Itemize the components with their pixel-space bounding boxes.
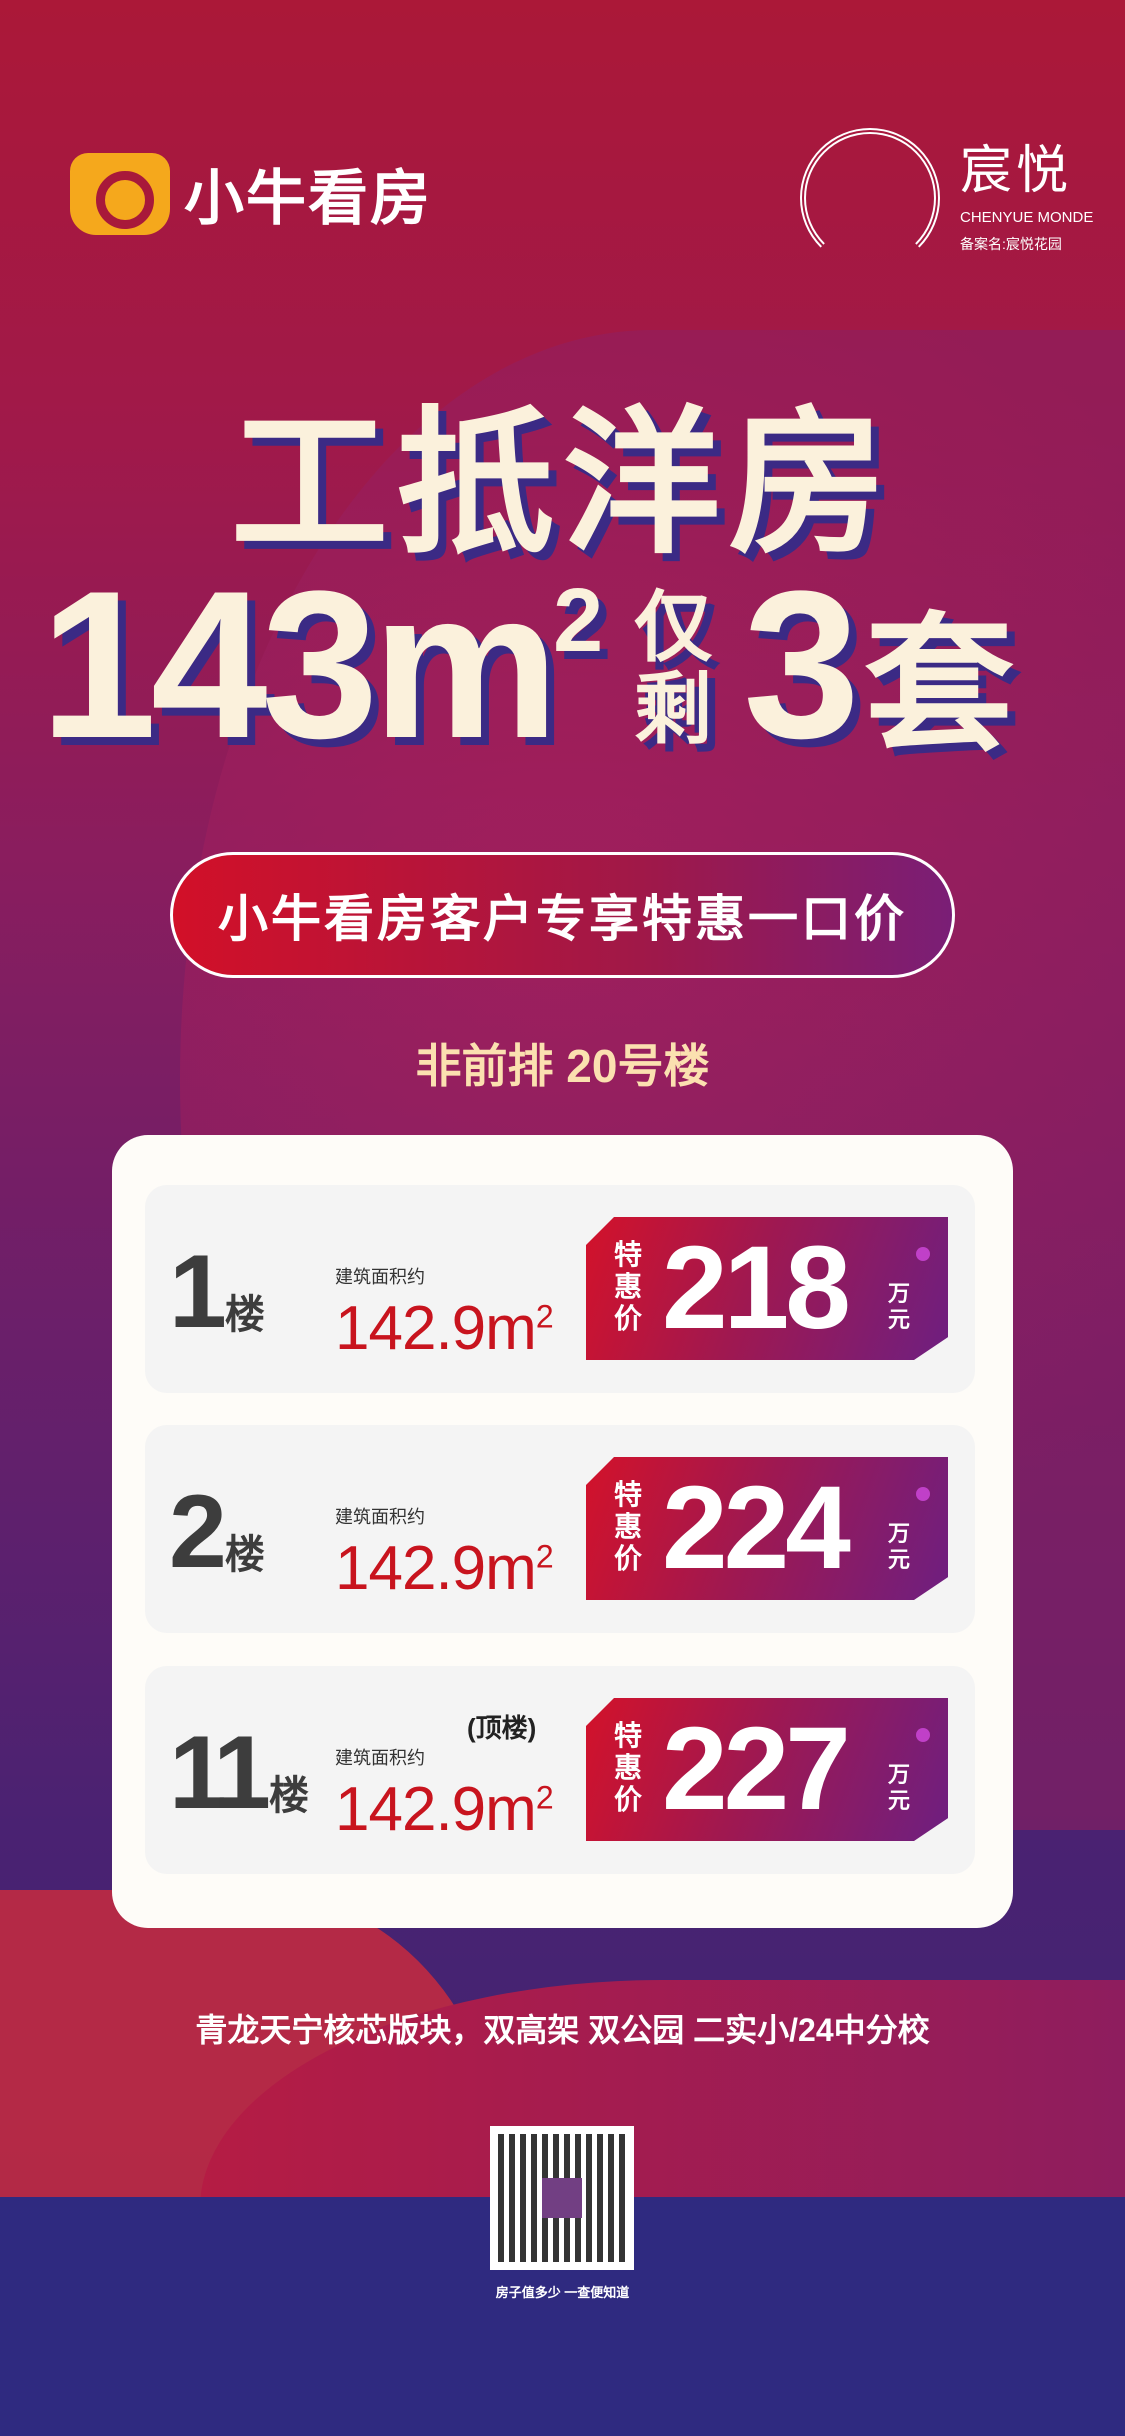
building-label: 非前排 20号楼 [415,1040,710,1092]
unit-row: 11 楼 建筑面积约 (顶楼) 142.9m2 特惠价 227 万元 [145,1666,975,1874]
registration-name: 备案名:宸悦花园 [960,236,1062,252]
area-label: 建筑面积约 [335,1748,425,1768]
xiaoniu-logo: 小牛看房 [70,150,432,237]
area-value: 142.9m2 [335,1533,554,1604]
qr-code[interactable] [490,2126,634,2270]
price-tag: 特惠价 227 万元 [586,1698,948,1841]
area-value: 142.9m2 [335,1774,554,1845]
count-unit: 套 [863,601,1014,769]
chenyue-logo: 宸悦 CHENYUE MONDE 备案名:宸悦花园 [800,128,1093,268]
area-sup: 2 [535,1538,554,1575]
area-value: 143m [40,547,559,782]
offer-pill: 小牛看房客户专享特惠一口价 [170,852,955,978]
logo-text: 小牛看房 [184,165,432,232]
area-sup: 2 [535,1298,554,1335]
floor-number: 1 [169,1234,227,1350]
price-unit: 万元 [888,1281,911,1332]
price-value: 227 [662,1703,851,1835]
area-label: 建筑面积约 [335,1507,425,1527]
price-tag: 特惠价 218 万元 [586,1217,948,1360]
price-label: 特惠价 [614,1239,643,1334]
dot-icon [916,1728,930,1742]
dot-icon [916,1487,930,1501]
area-sup: 2 [553,571,604,671]
area-sup: 2 [535,1779,554,1816]
area-value: 142.9m2 [335,1293,554,1364]
price-label: 特惠价 [614,1720,643,1815]
price-unit: 万元 [888,1521,911,1572]
headline-line2: 143m 2 仅剩 3 套 [40,560,1014,770]
floor-number: 2 [169,1474,227,1590]
price-unit: 万元 [888,1762,911,1813]
dot-icon [916,1247,930,1261]
price-value: 218 [662,1222,851,1354]
area-number: 142.9m [335,1775,537,1844]
ring-icon [800,128,940,268]
area-number: 142.9m [335,1534,537,1603]
price-label: 特惠价 [614,1479,643,1574]
headline: 工抵洋房 [230,396,895,572]
floor-unit: 楼 [268,1774,309,1818]
floor-unit: 楼 [224,1533,265,1577]
area-number: 142.9m [335,1294,537,1363]
ox-search-icon [70,152,170,235]
remaining-label: 仅剩 [634,583,713,753]
floor-number: 11 [169,1715,271,1831]
remaining-count: 3 [743,547,860,782]
brand-name: 宸悦 [960,142,1073,200]
brand-name-en: CHENYUE MONDE [960,209,1094,226]
qr-caption: 房子值多少 一查便知道 [495,2285,630,2300]
top-floor-note: (顶楼) [467,1713,537,1743]
location-highlights: 青龙天宁核芯版块，双高架 双公园 二实小/24中分校 [195,2012,930,2048]
price-value: 224 [662,1462,851,1594]
price-tag: 特惠价 224 万元 [586,1457,948,1600]
area-label: 建筑面积约 [335,1267,425,1287]
qr-logo-icon [542,2178,582,2218]
floor-unit: 楼 [224,1293,265,1337]
